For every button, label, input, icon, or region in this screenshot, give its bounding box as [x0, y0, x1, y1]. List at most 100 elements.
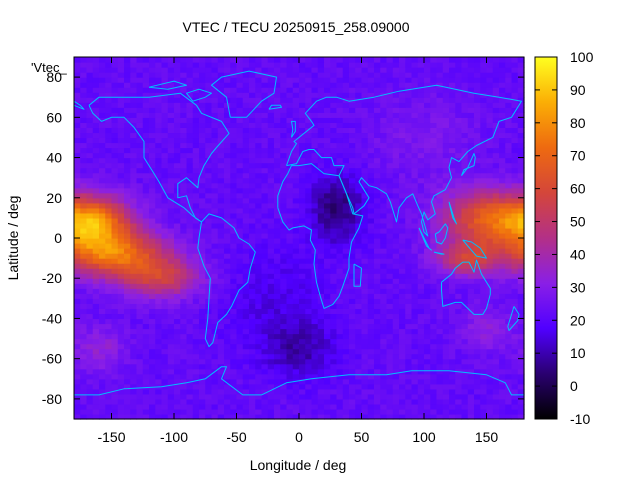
heatmap-cell — [117, 127, 125, 134]
heatmap-cell — [236, 207, 244, 214]
heatmap-cell — [80, 243, 88, 249]
heatmap-cell — [392, 227, 400, 234]
heatmap-cell — [380, 408, 388, 415]
heatmap-cell — [417, 162, 425, 169]
heatmap-cell — [292, 72, 300, 78]
heatmap-cell — [205, 207, 213, 214]
heatmap-cell — [217, 72, 225, 78]
heatmap-cell — [205, 72, 213, 78]
heatmap-cell — [242, 67, 250, 73]
heatmap-cell — [167, 273, 175, 279]
heatmap-cell — [436, 122, 444, 128]
heatmap-cell — [349, 413, 356, 420]
heatmap-cell — [192, 368, 200, 375]
heatmap-cell — [74, 283, 81, 289]
heatmap-cell — [105, 227, 113, 234]
heatmap-cell — [99, 388, 106, 395]
heatmap-cell — [342, 278, 350, 284]
heatmap-cell — [405, 72, 413, 78]
heatmap-cell — [236, 72, 244, 78]
heatmap-cell — [442, 263, 450, 269]
heatmap-cell — [224, 333, 231, 340]
heatmap-cell — [236, 318, 244, 325]
heatmap-cell — [305, 232, 313, 239]
heatmap-cell — [255, 238, 263, 244]
heatmap-cell — [99, 217, 106, 224]
heatmap-cell — [380, 202, 388, 209]
heatmap-cell — [230, 333, 238, 340]
heatmap-cell — [517, 273, 525, 279]
heatmap-cell — [86, 97, 94, 103]
heatmap-cell — [374, 343, 381, 350]
heatmap-cell — [86, 92, 94, 98]
heatmap-cell — [205, 202, 213, 209]
heatmap-cell — [461, 413, 469, 420]
heatmap-cell — [342, 353, 350, 360]
heatmap-cell — [405, 303, 413, 309]
heatmap-cell — [349, 333, 356, 340]
heatmap-cell — [424, 353, 431, 360]
heatmap-cell — [336, 373, 344, 380]
heatmap-cell — [92, 207, 100, 214]
heatmap-cell — [117, 268, 125, 274]
heatmap-cell — [211, 72, 219, 78]
heatmap-cell — [324, 102, 331, 108]
heatmap-cell — [499, 358, 506, 365]
heatmap-cell — [111, 152, 119, 159]
heatmap-cell — [205, 288, 213, 294]
heatmap-cell — [261, 238, 269, 244]
heatmap-cell — [330, 403, 338, 410]
heatmap-cell — [455, 212, 463, 219]
heatmap-cell — [111, 348, 119, 355]
heatmap-cell — [174, 177, 181, 184]
heatmap-cell — [80, 293, 88, 299]
heatmap-cell — [374, 172, 381, 179]
heatmap-cell — [211, 132, 219, 139]
heatmap-cell — [249, 77, 256, 83]
heatmap-cell — [292, 107, 300, 113]
heatmap-cell — [449, 293, 456, 299]
heatmap-cell — [99, 232, 106, 239]
heatmap-cell — [136, 227, 144, 234]
heatmap-cell — [511, 278, 519, 284]
heatmap-cell — [367, 263, 375, 269]
heatmap-cell — [374, 363, 381, 370]
heatmap-cell — [161, 278, 169, 284]
heatmap-cell — [474, 87, 481, 93]
heatmap-cell — [399, 268, 406, 274]
heatmap-cell — [155, 243, 163, 249]
heatmap-cell — [349, 72, 356, 78]
heatmap-cell — [155, 378, 163, 385]
heatmap-cell — [192, 92, 200, 98]
heatmap-cell — [180, 243, 188, 249]
heatmap-cell — [205, 278, 213, 284]
heatmap-cell — [461, 308, 469, 315]
heatmap-cell — [136, 363, 144, 370]
heatmap-cell — [217, 182, 225, 189]
heatmap-cell — [130, 157, 138, 164]
heatmap-cell — [261, 353, 269, 360]
heatmap-cell — [317, 408, 325, 415]
heatmap-cell — [405, 278, 413, 284]
heatmap-cell — [436, 167, 444, 174]
heatmap-cell — [361, 243, 369, 249]
heatmap-cell — [324, 278, 331, 284]
heatmap-cell — [124, 318, 131, 325]
heatmap-cell — [499, 338, 506, 345]
heatmap-cell — [324, 82, 331, 88]
heatmap-cell — [336, 258, 344, 264]
heatmap-cell — [417, 393, 425, 400]
heatmap-cell — [99, 268, 106, 274]
heatmap-cell — [199, 72, 206, 78]
heatmap-cell — [386, 177, 394, 184]
heatmap-cell — [392, 398, 400, 405]
heatmap-cell — [155, 353, 163, 360]
heatmap-cell — [136, 157, 144, 164]
heatmap-cell — [355, 72, 363, 78]
heatmap-cell — [274, 338, 281, 345]
heatmap-cell — [430, 82, 438, 88]
heatmap-cell — [417, 77, 425, 83]
heatmap-cell — [355, 238, 363, 244]
heatmap-cell — [217, 137, 225, 144]
heatmap-cell — [255, 232, 263, 239]
